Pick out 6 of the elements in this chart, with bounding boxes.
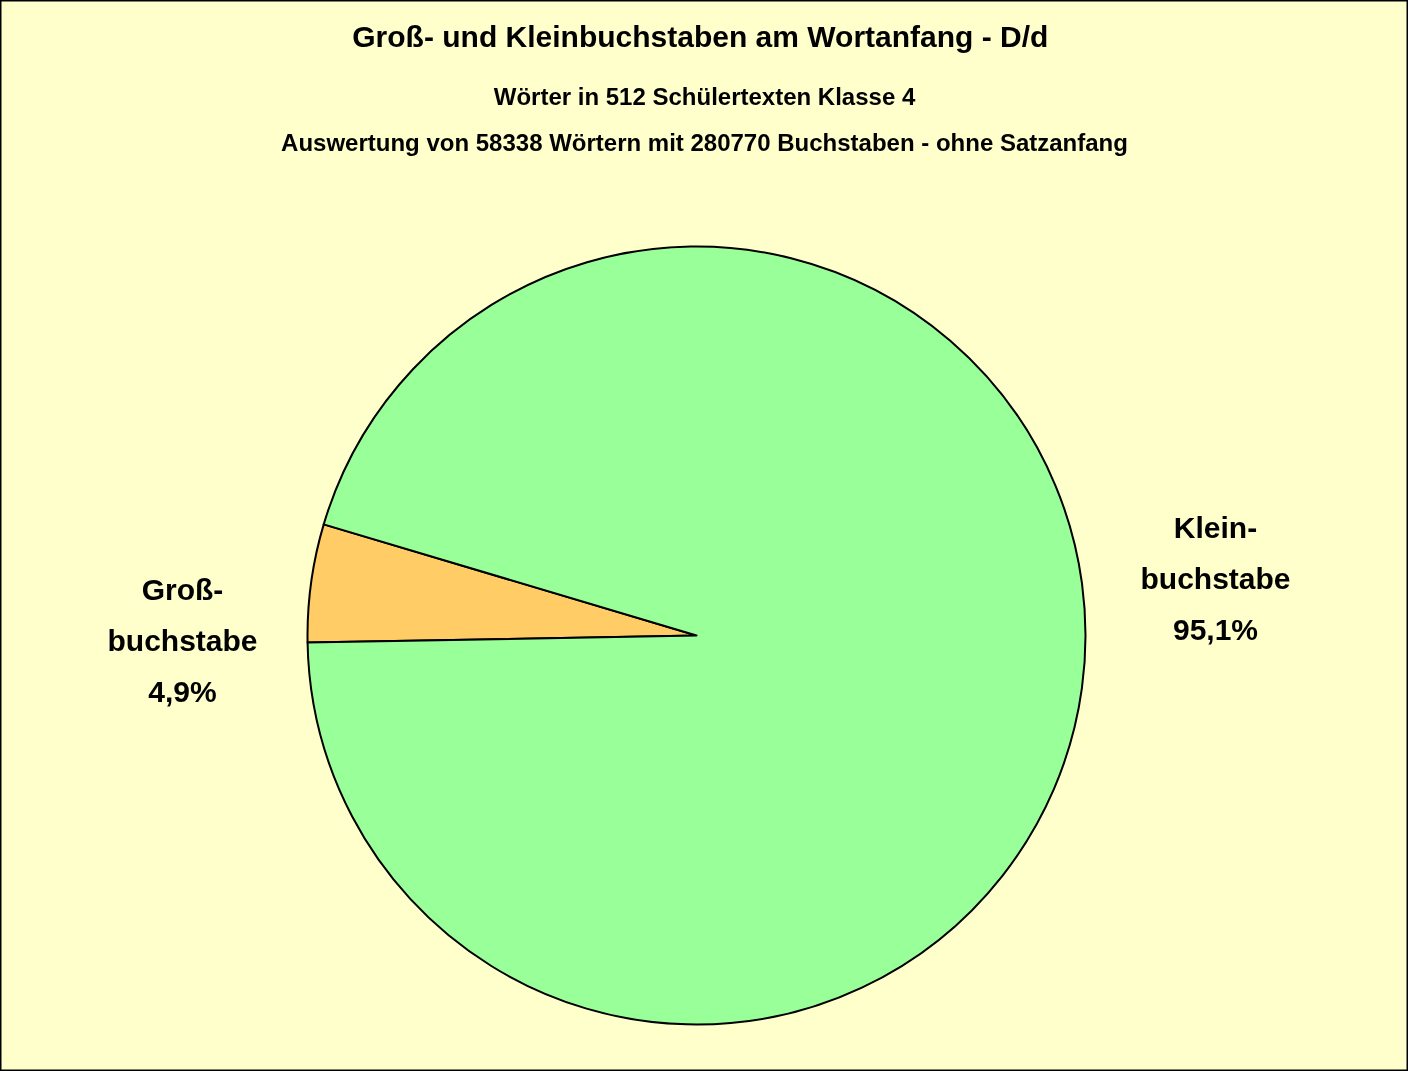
data-label: 4,9% — [148, 675, 217, 709]
data-label: 95,1% — [1172, 613, 1259, 647]
chart-subtitle: Wörter in 512 Schülertexten Klasse 4 Auswertung von 58338 Wörtern mit 280770 Buchstaben - ohne Satzanfang — [281, 83, 1128, 156]
chart-title: Groß- und Kleinbuchstaben am Wortanfang - D/d — [352, 20, 1049, 53]
slice-label: Groß- buchstabe — [107, 572, 258, 657]
slice-label: Klein- buchstabe — [1140, 510, 1291, 595]
